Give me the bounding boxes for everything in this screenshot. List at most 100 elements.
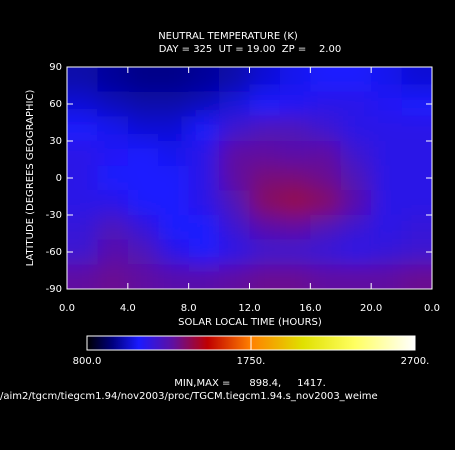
heatmap-cell (310, 215, 342, 241)
heatmap-cell (97, 165, 129, 192)
heatmap-cell (401, 264, 432, 289)
heatmap-cell (188, 239, 221, 266)
heatmap-cell (401, 67, 432, 93)
heatmap-cell (97, 91, 129, 118)
heatmap-cell (279, 67, 312, 93)
heatmap-cell (158, 190, 190, 216)
y-tick-label: 30 (49, 136, 62, 147)
heatmap-cell (371, 91, 403, 118)
colorbar-tick-label: 2700. (401, 356, 430, 367)
heatmap-cell (401, 190, 432, 216)
heatmap-cell (340, 190, 373, 216)
heatmap-cell (97, 215, 129, 241)
heatmap-cell (97, 190, 129, 216)
heatmap-cell (97, 264, 129, 289)
heatmap-cell (249, 67, 281, 93)
heatmap-cell (158, 67, 190, 93)
y-tick-label: 0 (56, 173, 62, 184)
heatmap-cell (188, 165, 221, 192)
heatmap-cell (67, 264, 99, 289)
heatmap-cell (158, 141, 190, 167)
colorbar-tick-label: 1750. (237, 356, 266, 367)
heatmap-cell (249, 165, 281, 192)
heatmap-cell (67, 116, 99, 142)
heatmap-cell (249, 141, 281, 167)
y-axis-label: LATITUDE (DEGREES GEOGRAPHIC) (25, 90, 36, 267)
heatmap-cell (158, 165, 190, 192)
heatmap-cell (97, 239, 129, 266)
heatmap-cell (219, 165, 251, 192)
heatmap-cell (188, 116, 221, 142)
heatmap-cell (310, 91, 342, 118)
heatmap-cell (340, 67, 373, 93)
heatmap-cell (219, 67, 251, 93)
chart-title: NEUTRAL TEMPERATURE (K) (158, 31, 298, 42)
y-tick-label: -60 (46, 247, 62, 258)
x-tick-label: 4.0 (120, 303, 136, 314)
heatmap-cell (310, 67, 342, 93)
heatmap-cell (127, 190, 160, 216)
heatmap-cell (310, 141, 342, 167)
chart-subtitle: DAY = 325 UT = 19.00 ZP = 2.00 (159, 44, 341, 55)
heatmap-cell (310, 165, 342, 192)
heatmap-cell (219, 264, 251, 289)
heatmap-cell (127, 215, 160, 241)
heatmap-cell (340, 141, 373, 167)
colorbar-tick-label: 800.0 (73, 356, 102, 367)
y-tick-label: 60 (49, 99, 62, 110)
x-tick-label: 20.0 (360, 303, 382, 314)
heatmap-cell (158, 116, 190, 142)
heatmap-cell (188, 141, 221, 167)
heatmap-cell (219, 91, 251, 118)
heatmap-cell (371, 264, 403, 289)
heatmap-cell (310, 239, 342, 266)
heatmap-cell (158, 91, 190, 118)
heatmap-cell (127, 239, 160, 266)
heatmap-cell (401, 141, 432, 167)
heatmap-cell (371, 116, 403, 142)
heatmap-cell (249, 91, 281, 118)
heatmap-cell (188, 264, 221, 289)
heatmap-cell (158, 264, 190, 289)
heatmap-cell (340, 264, 373, 289)
heatmap-cell (371, 190, 403, 216)
heatmap-cell (97, 67, 129, 93)
heatmap-cell (401, 116, 432, 142)
heatmap-cell (188, 91, 221, 118)
heatmap-cell (158, 239, 190, 266)
heatmap-cell (279, 190, 312, 216)
heatmap-cell (219, 215, 251, 241)
heatmap-cell (127, 141, 160, 167)
heatmap-cell (219, 116, 251, 142)
y-tick-label: 90 (49, 62, 62, 73)
x-tick-label: 16.0 (299, 303, 321, 314)
heatmap-cell (340, 165, 373, 192)
heatmap-cell (188, 215, 221, 241)
heatmap-cell (127, 165, 160, 192)
heatmap-cell (127, 67, 160, 93)
heatmap-cell (67, 67, 99, 93)
heatmap-cell (371, 67, 403, 93)
x-tick-label: 8.0 (181, 303, 197, 314)
heatmap-cell (127, 116, 160, 142)
heatmap-cell (219, 141, 251, 167)
heatmap-cell (249, 116, 281, 142)
heatmap-cell (371, 141, 403, 167)
heatmap-cell (279, 165, 312, 192)
heatmap-cell (310, 190, 342, 216)
heatmap-cell (97, 141, 129, 167)
heatmap-cell (67, 190, 99, 216)
heatmap-cell (219, 190, 251, 216)
heatmap-cell (279, 264, 312, 289)
heatmap-cell (371, 215, 403, 241)
file-path: /aim2/tgcm/tiegcm1.94/nov2003/proc/TGCM.… (0, 391, 378, 402)
heatmap-cell (279, 116, 312, 142)
heatmap-cell (371, 239, 403, 266)
heatmap-cell (401, 215, 432, 241)
heatmap-cell (188, 190, 221, 216)
heatmap-cell (340, 215, 373, 241)
y-tick-label: -30 (46, 210, 62, 221)
heatmap-cell (249, 239, 281, 266)
heatmap-cell (279, 239, 312, 266)
